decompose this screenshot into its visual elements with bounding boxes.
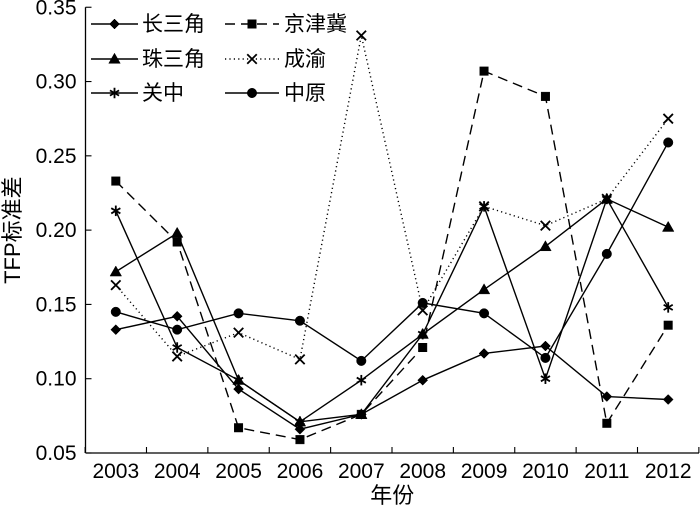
svg-text:2003: 2003 bbox=[92, 460, 139, 483]
svg-text:2004: 2004 bbox=[154, 460, 201, 483]
svg-text:0.15: 0.15 bbox=[36, 293, 77, 316]
svg-text:0.05: 0.05 bbox=[36, 442, 77, 465]
svg-text:京津冀: 京津冀 bbox=[284, 13, 347, 36]
svg-text:珠三角: 珠三角 bbox=[142, 48, 205, 71]
svg-text:2009: 2009 bbox=[461, 460, 508, 483]
svg-text:2008: 2008 bbox=[399, 460, 446, 483]
svg-text:长三角: 长三角 bbox=[142, 13, 205, 36]
svg-text:TFP标准差: TFP标准差 bbox=[0, 176, 25, 284]
svg-text:2011: 2011 bbox=[584, 460, 629, 483]
svg-text:0.10: 0.10 bbox=[36, 368, 77, 391]
svg-text:2005: 2005 bbox=[215, 460, 262, 483]
svg-text:0.25: 0.25 bbox=[36, 145, 77, 168]
svg-text:2007: 2007 bbox=[338, 460, 385, 483]
svg-text:年份: 年份 bbox=[370, 483, 414, 508]
svg-text:2010: 2010 bbox=[522, 460, 569, 483]
svg-text:成渝: 成渝 bbox=[284, 48, 326, 71]
svg-text:关中: 关中 bbox=[142, 82, 184, 105]
svg-text:2006: 2006 bbox=[277, 460, 324, 483]
svg-text:2012: 2012 bbox=[645, 460, 692, 483]
svg-text:0.20: 0.20 bbox=[36, 219, 77, 242]
svg-text:0.30: 0.30 bbox=[36, 71, 77, 94]
svg-text:中原: 中原 bbox=[284, 82, 326, 105]
svg-text:0.35: 0.35 bbox=[36, 0, 77, 19]
